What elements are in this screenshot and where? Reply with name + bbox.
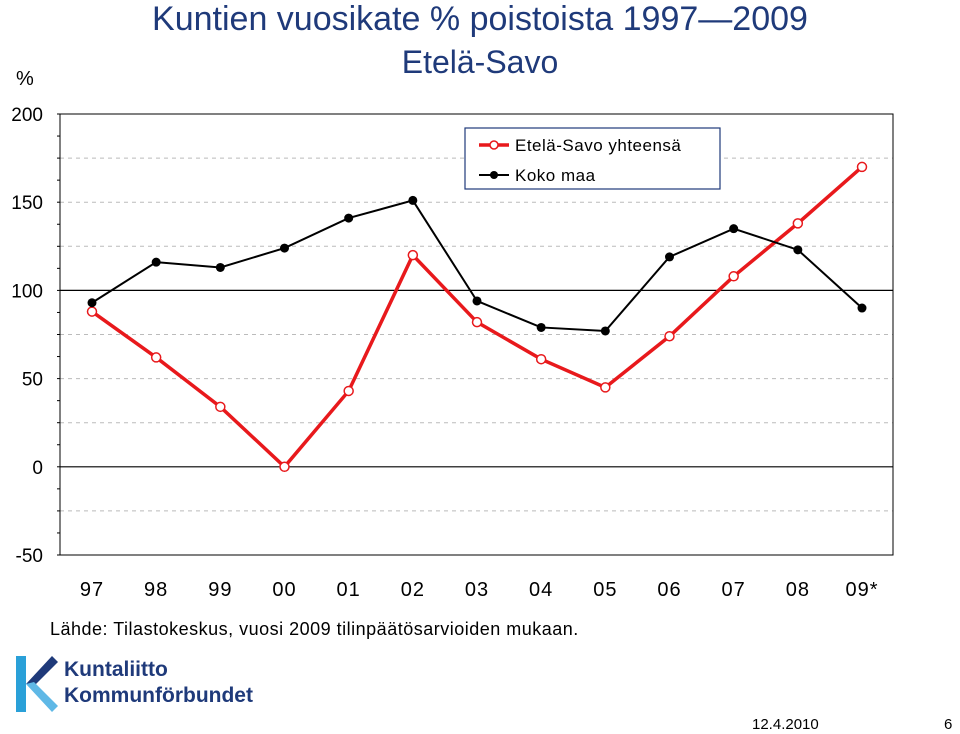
data-point (728, 271, 739, 282)
x-tick-label: 06 (657, 579, 681, 601)
data-point (343, 385, 354, 397)
data-point (600, 326, 610, 336)
date: 12.4.2010 (752, 716, 819, 733)
data-point (600, 382, 611, 393)
legend-label: Etelä-Savo yhteensä (515, 136, 681, 155)
legend-marker (489, 140, 499, 150)
chart-subtitle: Etelä-Savo (401, 44, 559, 80)
data-point (86, 306, 98, 317)
y-tick-label: 0 (32, 458, 43, 479)
y-tick-label: 50 (22, 370, 43, 391)
y-axis-label: % (16, 68, 34, 90)
page-number: 6 (944, 716, 953, 733)
data-point (150, 352, 162, 363)
source-note: Lähde: Tilastokeskus, vuosi 2009 tilinpä… (50, 619, 579, 639)
x-tick-label: 05 (593, 579, 617, 601)
data-point (535, 353, 547, 365)
data-point (729, 224, 739, 234)
x-tick-label: 07 (722, 579, 746, 601)
data-point (793, 245, 803, 255)
y-tick-label: 100 (11, 281, 43, 302)
logo-mark-icon (16, 656, 58, 712)
logo-text-line2: Kommunförbundet (64, 684, 253, 707)
x-tick-label: 97 (80, 579, 104, 601)
data-point (472, 296, 482, 306)
data-point (407, 249, 419, 261)
data-point (408, 195, 418, 205)
y-tick-label: 150 (11, 193, 43, 214)
x-tick-label: 03 (465, 579, 489, 601)
x-tick-label: 00 (272, 579, 296, 601)
x-tick-label: 99 (208, 579, 232, 601)
y-tick-label: -50 (16, 546, 43, 567)
data-point (857, 303, 867, 313)
data-point (344, 213, 354, 223)
data-point (279, 461, 290, 473)
chart-title: Kuntien vuosikate % poistoista 1997—2009 (152, 0, 808, 38)
legend-label: Koko maa (515, 166, 596, 185)
x-tick-label: 98 (144, 579, 168, 601)
x-tick-label: 01 (337, 579, 361, 601)
x-tick-label: 02 (401, 579, 425, 601)
kuntaliitto-logo: Kuntaliitto Kommunförbundet (12, 652, 272, 716)
data-point (792, 218, 804, 229)
data-point (280, 243, 289, 253)
logo-text-line1: Kuntaliitto (64, 658, 168, 681)
data-point (856, 161, 868, 173)
x-tick-label: 09* (845, 579, 878, 601)
data-point (151, 257, 161, 267)
line-chart: 200 150 100 50 0 -50 97 98 99 00 01 02 03 04 05 06 07 08 0… (11, 105, 894, 601)
data-point (536, 322, 546, 332)
data-point (215, 262, 225, 272)
series-line (90, 165, 864, 470)
legend-marker (490, 171, 498, 179)
x-tick-label: 08 (786, 579, 810, 601)
data-point (664, 331, 675, 342)
data-point (215, 401, 226, 413)
y-tick-label: 200 (11, 105, 43, 126)
legend-box (464, 127, 721, 190)
x-tick-label: 04 (529, 579, 553, 601)
data-point (87, 298, 97, 308)
data-point (471, 316, 483, 328)
data-point (665, 252, 674, 262)
